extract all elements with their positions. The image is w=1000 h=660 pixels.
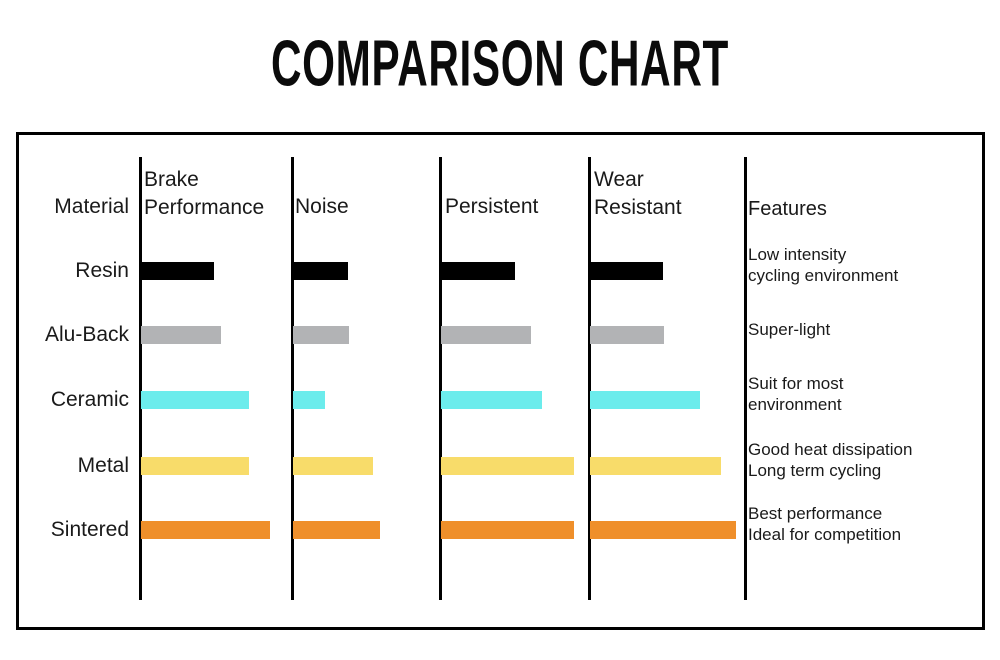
column-divider-persistent (439, 157, 442, 600)
material-row: Sintered Best performance Ideal for comp… (19, 504, 982, 544)
material-label: Alu-Back (44, 323, 129, 346)
noise-bar (293, 521, 380, 539)
persistent-bar (441, 391, 542, 409)
material-row: Alu-Back Super-light (19, 320, 982, 347)
header-persistent: Persistent (445, 195, 539, 218)
wear-resistant-bar (590, 457, 721, 475)
material-label: Sintered (50, 518, 129, 541)
features-text: Super-light (748, 319, 831, 339)
persistent-bar (441, 262, 515, 280)
features-text: Low intensity cycling environment (748, 245, 899, 285)
features-cell: Best performance Ideal for competition (748, 499, 983, 549)
wear-resistant-bar (590, 262, 663, 280)
column-divider-brake-performance (139, 157, 142, 600)
features-cell: Good heat dissipation Long term cycling (748, 435, 983, 485)
header-noise: Noise (295, 195, 349, 218)
page-title-wrap: COMPARISON CHART (0, 26, 1000, 99)
wear-resistant-bar (590, 326, 664, 344)
persistent-bar (441, 457, 574, 475)
header-features: Features (748, 198, 827, 220)
features-text: Suit for most environment (748, 374, 844, 414)
brake-performance-bar (141, 457, 249, 475)
header-wear-resistant: Wear Resistant (594, 168, 682, 219)
brake-performance-bar (141, 521, 270, 539)
brake-performance-bar (141, 326, 221, 344)
material-row: Resin Low intensity cycling environment (19, 245, 982, 285)
wear-resistant-bar (590, 521, 736, 539)
header-brake-performance: Brake Performance (144, 168, 265, 219)
noise-bar (293, 326, 349, 344)
features-cell: Suit for most environment (748, 369, 983, 419)
header-material: Material (54, 195, 129, 218)
material-row: Ceramic Suit for most environment (19, 374, 982, 414)
column-divider-features (744, 157, 747, 600)
brake-performance-bar (141, 391, 249, 409)
page-title: COMPARISON CHART (271, 26, 729, 100)
features-cell: Low intensity cycling environment (748, 240, 983, 290)
material-label: Resin (75, 259, 129, 282)
comparison-chart-box: Material Brake Performance Noise Persist… (16, 132, 985, 630)
material-label: Ceramic (50, 388, 129, 411)
persistent-bar (441, 521, 574, 539)
column-divider-noise (291, 157, 294, 600)
material-row: Metal Good heat dissipation Long term cy… (19, 440, 982, 480)
column-divider-wear-resistant (588, 157, 591, 600)
persistent-bar (441, 326, 531, 344)
features-text: Best performance Ideal for competition (748, 504, 902, 544)
features-cell: Super-light (748, 304, 983, 354)
brake-performance-bar (141, 262, 214, 280)
wear-resistant-bar (590, 391, 700, 409)
noise-bar (293, 262, 348, 280)
noise-bar (293, 391, 325, 409)
features-text: Good heat dissipation Long term cycling (748, 440, 913, 480)
material-label: Metal (77, 454, 129, 477)
noise-bar (293, 457, 373, 475)
